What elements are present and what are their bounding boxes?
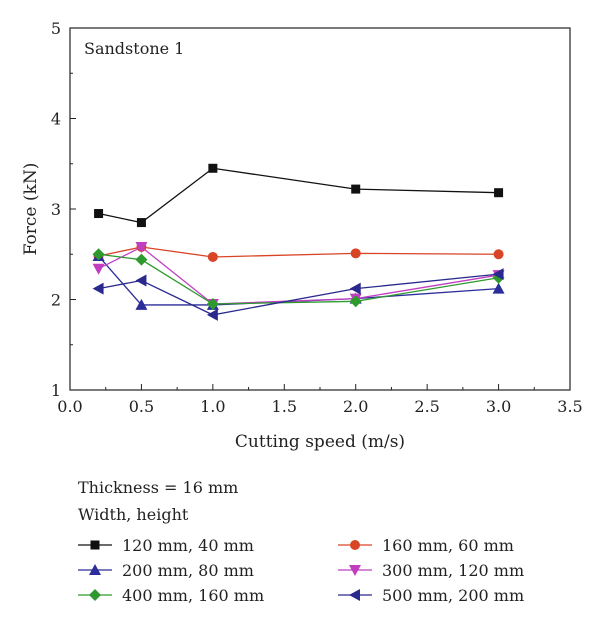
y-tick-label: 1 — [51, 381, 61, 400]
legend-marker — [89, 589, 101, 601]
data-point — [92, 248, 105, 261]
legend-marker — [89, 564, 101, 575]
legend: 120 mm, 40 mm 160 mm, 60 mm 200 mm, 80 mm 3… — [78, 536, 524, 605]
x-tick-label: 2.0 — [343, 397, 368, 416]
legend-label: 160 mm, 60 mm — [382, 536, 514, 555]
x-tick-label: 0.0 — [57, 397, 82, 416]
x-tick-label: 3.5 — [557, 397, 582, 416]
legend-label: 500 mm, 200 mm — [382, 586, 524, 605]
data-point — [349, 282, 361, 295]
data-point — [92, 263, 105, 275]
x-axis-title: Cutting speed (m/s) — [235, 432, 405, 452]
data-point — [92, 282, 104, 295]
legend-item: 400 mm, 160 mm — [78, 586, 264, 605]
legend-label: 300 mm, 120 mm — [382, 561, 524, 580]
panel-label: Sandstone 1 — [84, 39, 184, 58]
data-point — [350, 248, 361, 259]
series-2 — [93, 242, 504, 262]
series-line — [98, 273, 499, 316]
x-tick-label: 0.5 — [129, 397, 154, 416]
x-tick-label: 1.5 — [272, 397, 297, 416]
legend-item: 200 mm, 80 mm — [78, 561, 254, 580]
data-point — [135, 298, 148, 310]
series-line — [98, 246, 499, 305]
data-point — [206, 298, 219, 311]
legend-item: 160 mm, 60 mm — [338, 536, 514, 555]
legend-item: 300 mm, 120 mm — [338, 561, 524, 580]
y-tick-label: 5 — [51, 19, 61, 38]
series-line — [98, 167, 499, 224]
y-axis-title: Force (kN) — [21, 163, 41, 256]
series-4 — [92, 242, 505, 311]
series-line — [98, 246, 499, 258]
series-6 — [92, 268, 504, 321]
y-tick-label: 3 — [51, 200, 61, 219]
legend-marker — [349, 565, 361, 576]
series-line — [98, 253, 499, 305]
legend-item: 120 mm, 40 mm — [78, 536, 254, 555]
plot-frame — [69, 27, 571, 391]
data-point — [136, 218, 146, 228]
data-point — [208, 163, 218, 173]
data-point — [135, 274, 147, 287]
data-point — [135, 242, 148, 254]
data-point — [206, 308, 218, 321]
legend-marker — [90, 540, 100, 550]
series-layer — [92, 163, 505, 321]
data-point — [351, 184, 361, 194]
x-tick-label: 3.0 — [486, 397, 511, 416]
data-point — [207, 251, 218, 262]
series-1 — [94, 163, 504, 228]
thickness-note: Thickness = 16 mm — [78, 478, 238, 497]
x-tick-label: 1.0 — [200, 397, 225, 416]
width-height-note: Width, height — [78, 505, 189, 524]
legend-item: 500 mm, 200 mm — [338, 586, 524, 605]
legend-marker — [349, 589, 360, 601]
x-tick-label: 2.5 — [414, 397, 439, 416]
legend-label: 400 mm, 160 mm — [122, 586, 264, 605]
data-point — [349, 295, 362, 308]
legend-marker — [350, 540, 360, 550]
data-point — [494, 188, 504, 198]
data-point — [94, 209, 104, 219]
data-point — [493, 249, 504, 260]
data-point — [135, 253, 148, 266]
data-point — [492, 268, 504, 281]
plot-area: 0.0 0.5 1.0 1.5 2.0 2.5 3.0 3.5 1 2 3 4 5 — [51, 19, 583, 416]
y-tick-label: 4 — [51, 110, 61, 129]
data-point — [492, 282, 505, 294]
y-tick-label: 2 — [51, 291, 61, 310]
legend-label: 200 mm, 80 mm — [122, 561, 254, 580]
legend-label: 120 mm, 40 mm — [122, 536, 254, 555]
